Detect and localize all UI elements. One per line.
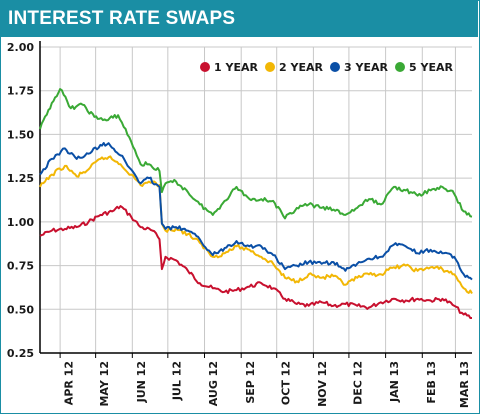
x-tick-label: MAR 13	[458, 361, 471, 408]
y-tick-label: 1.00	[7, 216, 34, 229]
x-tick-label: FEB 13	[425, 361, 438, 404]
x-tick-label: SEP 12	[244, 361, 257, 404]
series-line-5-year	[39, 88, 473, 220]
legend-label: 3 YEAR	[344, 61, 388, 74]
series-line-1-year	[39, 205, 472, 319]
x-tick-label: JUN 12	[135, 361, 148, 403]
legend-label: 2 YEAR	[279, 61, 323, 74]
legend-label: 5 YEAR	[409, 61, 453, 74]
y-tick-label: 0.50	[7, 303, 34, 316]
x-tick-label: APR 12	[63, 361, 76, 405]
legend-marker	[330, 62, 340, 72]
y-tick-label: 1.50	[7, 128, 34, 141]
x-tick-label: OCT 12	[279, 361, 292, 405]
y-tick-label: 1.25	[7, 172, 34, 185]
chart-title: INTEREST RATE SWAPS	[8, 8, 236, 29]
legend-marker	[395, 62, 405, 72]
legend-marker	[265, 62, 275, 72]
y-tick-label: 2.00	[7, 41, 34, 54]
legend-label: 1 YEAR	[214, 61, 258, 74]
x-tick-label: JAN 13	[388, 361, 401, 403]
x-tick-label: MAY 12	[98, 361, 111, 407]
y-tick-label: 1.75	[7, 85, 34, 98]
x-tick-label: AUG 12	[207, 361, 220, 406]
series-line-3-year	[39, 142, 473, 281]
y-tick-label: 0.25	[7, 347, 34, 360]
x-tick-label: DEC 12	[351, 361, 364, 405]
chart-header: INTEREST RATE SWAPS	[0, 0, 478, 37]
x-tick-label: NOV 12	[316, 361, 329, 407]
x-tick-label: JUL 12	[170, 361, 183, 401]
legend-marker	[200, 62, 210, 72]
y-tick-label: 0.75	[7, 260, 34, 273]
series-line-2-year	[39, 155, 473, 294]
